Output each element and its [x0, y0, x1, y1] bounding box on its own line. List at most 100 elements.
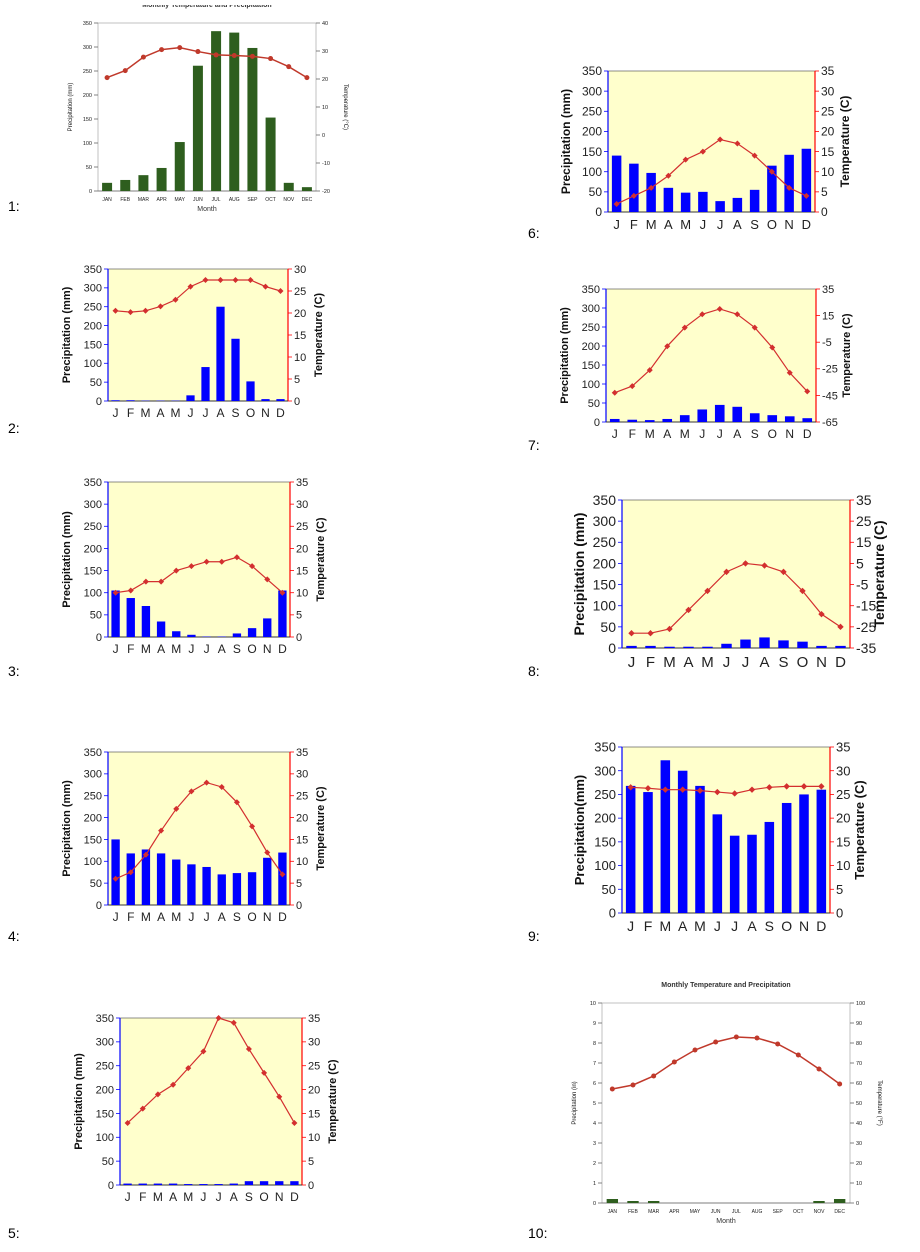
chart-5-temp-point — [170, 1081, 177, 1088]
chart-6-temp-point — [665, 172, 672, 179]
chart-5-precip-bar — [184, 1184, 193, 1185]
chart-2-x-tick-label: M — [141, 406, 151, 420]
chart-1-svg: Monthly Temperature and Precipitation 0 50… — [68, 2, 348, 213]
chart-8-y-tick-label: 150 — [593, 576, 617, 592]
chart-3-x-tick-label: J — [188, 642, 194, 656]
chart-1-y-tick-label: 50 — [86, 165, 92, 171]
chart-6-x-tick-label: J — [717, 217, 724, 232]
chart-2-y-tick-label: 350 — [84, 264, 102, 276]
chart-5-x-tick-label: J — [200, 1190, 206, 1204]
chart-2-precip-bar — [246, 381, 255, 401]
chart-4-temp-point — [279, 871, 286, 878]
chart-4-y-tick-label: 50 — [90, 878, 102, 890]
chart-1-y2-tick-label: 20 — [322, 77, 328, 83]
chart-5-x-tick-label: M — [183, 1190, 193, 1204]
chart-9-precip-bar — [712, 814, 723, 913]
chart-4-y2-tick-label: 5 — [296, 878, 302, 890]
chart-1-y2-tick-label: -10 — [322, 161, 330, 167]
chart-8-y2-tick-label: -5 — [856, 576, 869, 592]
chart-panel-10: Monthly Temperature and Precipitation 0 1 2… — [560, 965, 900, 1230]
chart-2-plot-area — [107, 268, 289, 402]
chart-4-temp-point — [203, 779, 210, 786]
chart-1-y-axis-label: Precipitation (mm) — [68, 83, 74, 132]
chart-2-y-tick-label: 300 — [84, 283, 102, 295]
chart-10-temp-point — [754, 1035, 760, 1041]
chart-8-y-tick-label: 100 — [593, 598, 617, 614]
chart-7-precip-bar — [662, 418, 673, 422]
chart-panel-7: 0 50 100 150 200 250 300 350 -65 -45 -25 -5 15 35 J F M A… — [550, 275, 890, 455]
chart-2-x-tick-label: S — [231, 406, 239, 420]
chart-1-precip-bar — [102, 182, 113, 191]
chart-10-y-tick-label: 5 — [593, 1101, 596, 1107]
chart-1-plot-area — [97, 22, 317, 192]
chart-8-x-tick-label: D — [835, 654, 846, 671]
chart-8-temp-point — [628, 630, 635, 637]
chart-6-temp-point — [751, 152, 758, 159]
chart-4-precip-bar — [187, 864, 196, 905]
chart-10-precip-bar — [647, 1201, 660, 1203]
chart-8-temp-point — [837, 623, 844, 631]
chart-3-temp-point — [264, 576, 271, 583]
chart-6-precip-bar — [732, 197, 743, 212]
chart-2-x-tick-label: J — [188, 406, 194, 420]
chart-1-precip-bar — [174, 142, 185, 191]
chart-2-x-tick-label: O — [246, 406, 255, 420]
chart-5-y-tick-label: 0 — [108, 1180, 114, 1192]
chart-6-x-tick-label: J — [700, 217, 707, 232]
chart-8-x-tick-label: J — [628, 654, 636, 671]
chart-7-x-tick-label: M — [680, 427, 690, 441]
chart-1-temp-point — [268, 56, 274, 62]
chart-9-y-tick-label: 150 — [594, 834, 616, 849]
chart-panel-6: 0 50 100 150 200 250 300 350 0 5 10 15 20 25 30 35 J F M A M… — [550, 55, 890, 245]
chart-3-precip-bar — [263, 618, 272, 637]
chart-3-y-tick-label: 250 — [84, 521, 102, 533]
chart-5-x-tick-label: M — [153, 1190, 163, 1204]
chart-3-temp-point — [279, 589, 286, 596]
chart-9-y-tick-label: 300 — [594, 763, 616, 778]
chart-10-precip-bar — [833, 1199, 846, 1203]
chart-10-temp-point — [837, 1081, 843, 1087]
chart-3-x-tick-label: N — [263, 642, 272, 656]
chart-6-y-tick-label: 300 — [582, 84, 602, 98]
chart-5-y2-tick-label: 30 — [308, 1037, 320, 1049]
chart-5-x-tick-label: F — [139, 1190, 146, 1204]
chart-10-y-tick-label: 8 — [593, 1041, 596, 1047]
chart-7-y2-tick-label: 35 — [822, 284, 834, 296]
chart-8-temp-point — [685, 606, 692, 614]
chart-2-precip-bar — [231, 338, 240, 401]
chart-5-x-tick-label: O — [259, 1190, 268, 1204]
chart-8-y2-axis-label: Temperature (C) — [871, 520, 887, 627]
chart-8-precip-bar — [740, 639, 751, 648]
chart-3-y2-tick-label: 5 — [296, 610, 302, 622]
chart-5-y-tick-label: 200 — [96, 1084, 114, 1096]
chart-9-y2-tick-label: 15 — [836, 834, 850, 849]
chart-9-y2-axis-label: Temperature (C) — [852, 780, 867, 879]
chart-9-x-tick-label: J — [627, 918, 634, 934]
chart-1-precip-bar — [265, 117, 276, 191]
chart-8-temp-point — [818, 610, 825, 618]
chart-5-precip-bar — [199, 1184, 208, 1185]
chart-10-plot-area — [601, 1002, 851, 1204]
chart-3-precip-bar — [111, 590, 120, 637]
chart-10-title: Monthly Temperature and Precipitation — [661, 982, 790, 989]
chart-7-y2-tick-label: -65 — [822, 417, 838, 429]
chart-10-temp-point — [609, 1086, 615, 1092]
chart-8-temp-point — [742, 560, 749, 567]
chart-7-plot-area — [605, 288, 817, 423]
chart-7-y-tick-label: 250 — [582, 322, 600, 334]
chart-9-y2-tick-label: 0 — [836, 906, 843, 921]
chart-5-precip-bar — [290, 1181, 299, 1185]
chart-6-temp-point — [786, 184, 793, 191]
chart-7-x-tick-label: J — [699, 427, 705, 441]
chart-1-temp-point — [304, 75, 310, 81]
chart-10-y2-tick-label: 50 — [856, 1101, 862, 1107]
chart-4-x-tick-label: O — [247, 910, 256, 924]
chart-8-temp-point — [666, 625, 673, 633]
chart-5-y2-axis-label: Temperature (C) — [327, 1059, 339, 1143]
chart-4-temp-point — [112, 875, 119, 882]
chart-10-x-axis-label: Month — [716, 1218, 736, 1225]
chart-10-y-tick-label: 6 — [593, 1081, 596, 1087]
chart-2-temp-point — [217, 277, 224, 283]
